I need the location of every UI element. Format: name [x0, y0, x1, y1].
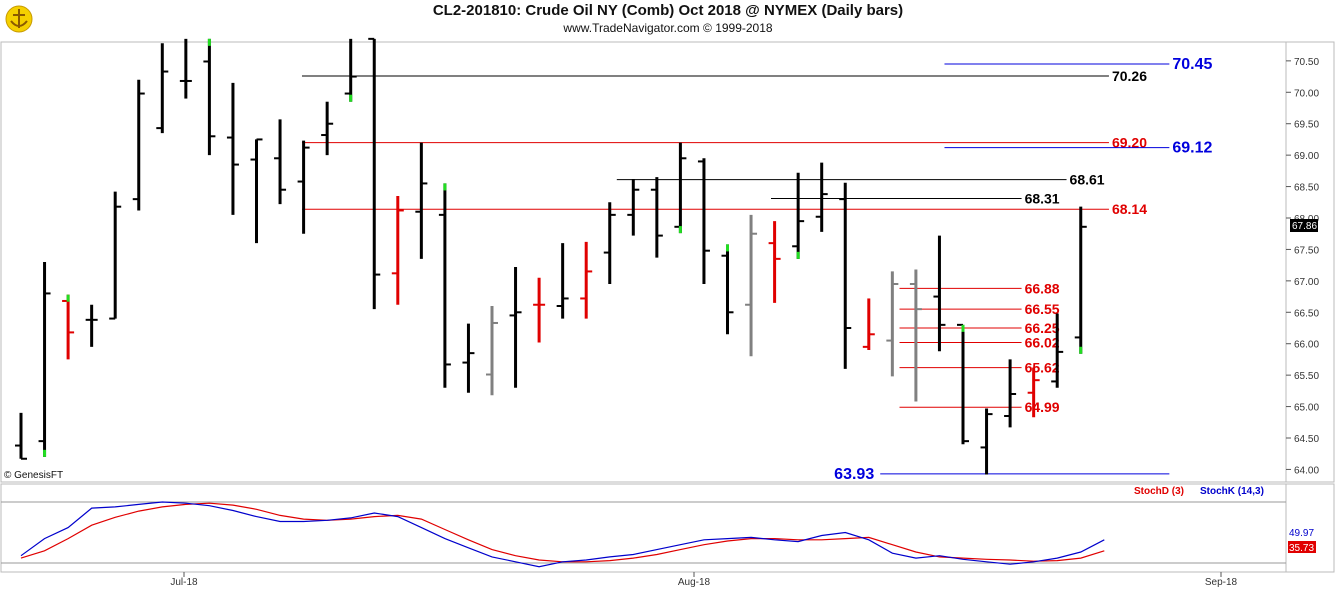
price-tick-label: 65.50: [1294, 371, 1319, 382]
last-price-tag: [1290, 219, 1318, 232]
price-tick-label: 70.00: [1294, 88, 1319, 99]
chart-subtitle: www.TradeNavigator.com © 1999-2018: [563, 21, 773, 35]
stoch-d-line: [20, 502, 1105, 563]
price-tick-label: 70.50: [1294, 57, 1319, 68]
stoch-d-tag: [1288, 541, 1316, 553]
level-label: 66.02: [1025, 334, 1060, 350]
price-tick-label: 65.00: [1294, 403, 1319, 414]
level-label: 66.88: [1025, 280, 1060, 296]
price-axis-frame: [1285, 41, 1335, 483]
price-tick-label: 67.50: [1294, 245, 1319, 256]
time-tick-label: Sep-18: [1205, 577, 1238, 588]
level-label: 70.26: [1112, 68, 1147, 84]
level-label: 63.93: [834, 466, 874, 483]
stoch-layer: [20, 501, 1105, 568]
chart-title: CL2-201810: Crude Oil NY (Comb) Oct 2018…: [432, 2, 904, 19]
time-axis: Jul-18 Aug-18 Sep-18: [170, 572, 1238, 588]
price-tick-label: 64.00: [1294, 465, 1319, 476]
legend-stoch-d: StochD (3): [1134, 486, 1184, 497]
level-label: 69.12: [1172, 140, 1212, 157]
level-label: 70.45: [1172, 56, 1212, 73]
stoch-k-last-label: 49.97: [1289, 528, 1314, 539]
price-tick-label: 67.00: [1294, 277, 1319, 288]
price-tick-label: 69.00: [1294, 151, 1319, 162]
level-label: 64.99: [1025, 399, 1060, 415]
stoch-d-last-label: 35.73: [1289, 543, 1314, 554]
level-label: 66.25: [1025, 320, 1060, 336]
level-label: 69.20: [1112, 135, 1147, 151]
price-tick-label: 66.50: [1294, 308, 1319, 319]
level-label: 65.62: [1025, 360, 1060, 376]
time-tick-label: Aug-18: [678, 577, 711, 588]
level-label: 66.55: [1025, 301, 1060, 317]
copyright-label: © GenesisFT: [4, 470, 63, 481]
levels-layer: 70.45 70.26 69.20 69.12 68.61 68.31 68.14 66.88…: [301, 56, 1212, 483]
level-label: 68.14: [1112, 201, 1147, 217]
last-price-label: 67.86: [1292, 221, 1317, 232]
level-label: 68.31: [1025, 191, 1060, 207]
bars-layer: [15, 37, 1087, 475]
stoch-panel-frame: [0, 483, 1287, 573]
price-axis: 70.5070.0069.5069.0068.5068.0067.5067.00…: [1286, 57, 1319, 476]
price-tick-label: 68.50: [1294, 183, 1319, 194]
stoch-k-tag: [1288, 526, 1316, 538]
stoch-axis-frame: [1285, 483, 1335, 573]
price-tick-label: 66.00: [1294, 340, 1319, 351]
price-panel-frame: [0, 41, 1287, 483]
legend-stoch-k: StochK (14,3): [1200, 486, 1264, 497]
price-tick-label: 69.50: [1294, 120, 1319, 131]
price-tick-label: 64.50: [1294, 434, 1319, 445]
time-tick-label: Jul-18: [170, 577, 198, 588]
level-label: 68.61: [1070, 172, 1105, 188]
stoch-k-line: [20, 501, 1105, 568]
trade-navigator-logo-icon: [5, 5, 33, 33]
